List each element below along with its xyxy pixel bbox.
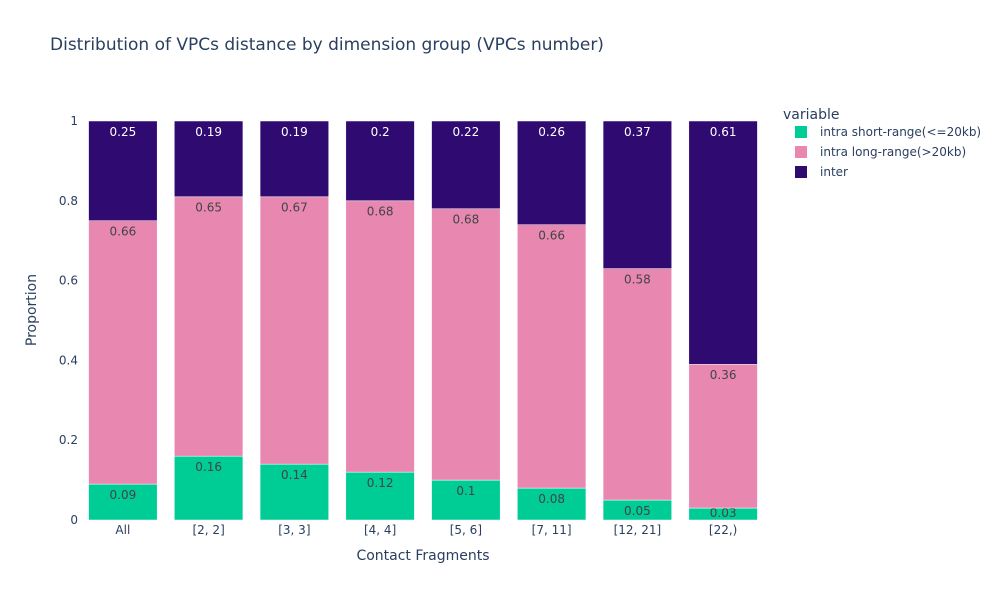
x-axis-title: Contact Fragments (356, 548, 489, 564)
x-tick-label: [22,) (709, 523, 737, 537)
y-tick-label: 0.8 (59, 194, 78, 208)
bar-data-label: 0.58 (624, 272, 651, 286)
bar-data-label: 0.37 (624, 125, 651, 139)
x-tick-label: [5, 6] (450, 523, 482, 537)
bar-data-label: 0.22 (453, 125, 480, 139)
bar-data-label: 0.65 (195, 201, 222, 215)
bar-data-label: 0.66 (538, 229, 565, 243)
bar-segment (345, 120, 415, 202)
bar-segment (517, 120, 587, 225)
x-tick-label: [4, 4] (364, 523, 396, 537)
bar-data-label: 0.08 (538, 492, 565, 506)
bar-data-label: 0.26 (538, 125, 565, 139)
bar-data-label: 0.66 (110, 225, 137, 239)
y-tick-label: 0 (70, 513, 78, 527)
bar-segment (345, 200, 415, 473)
bar-data-label: 0.12 (367, 476, 394, 490)
bar-segment (602, 120, 672, 269)
plot-area: 0 0.2 0.4 0.6 0.8 1 0.09 0.66 0.25 All 0.16 0.65 0.1… (59, 114, 758, 537)
y-tick-label: 1 (70, 114, 78, 128)
legend: intra short-range(<=20kb) intra long-rang… (795, 125, 981, 179)
bar-segment (174, 120, 244, 198)
bar-segment (88, 220, 158, 485)
x-tick-label: [12, 21] (614, 523, 662, 537)
bar-segment (431, 479, 501, 521)
x-tick-label: [2, 2] (192, 523, 224, 537)
legend-title: variable (783, 107, 839, 123)
bar-segment (517, 487, 587, 521)
legend-swatch (795, 146, 807, 158)
y-tick-label: 0.2 (59, 433, 78, 447)
bar-segment (88, 483, 158, 521)
legend-item-label: intra long-range(>20kb) (820, 145, 966, 159)
bar-segment (688, 120, 758, 365)
legend-swatch (795, 166, 807, 178)
bar-segment (431, 120, 501, 210)
bar-data-label: 0.19 (195, 125, 222, 139)
x-tick-label: [3, 3] (278, 523, 310, 537)
x-tick-label: [7, 11] (532, 523, 572, 537)
bar-segment (602, 268, 672, 501)
bar-data-label: 0.67 (281, 201, 308, 215)
bar-data-label: 0.36 (710, 368, 737, 382)
bar-segment (259, 120, 329, 198)
bar-segment (688, 364, 758, 509)
legend-swatch (795, 126, 807, 138)
bar-segment (431, 208, 501, 481)
bar-segment (88, 120, 158, 221)
legend-item-label: inter (820, 165, 848, 179)
x-tick-label: All (115, 523, 130, 537)
bar-data-label: 0.19 (281, 125, 308, 139)
bar-data-label: 0.05 (624, 504, 651, 518)
bar-segment (517, 224, 587, 489)
bar-data-label: 0.68 (367, 205, 394, 219)
bar-data-label: 0.03 (710, 506, 737, 520)
bar-data-label: 0.2 (371, 125, 390, 139)
bar-data-label: 0.61 (710, 125, 737, 139)
y-tick-label: 0.4 (59, 353, 78, 367)
y-tick-label: 0.6 (59, 274, 78, 288)
bar-data-label: 0.14 (281, 468, 308, 482)
bar-segment (259, 463, 329, 521)
chart-title: Distribution of VPCs distance by dimensi… (50, 35, 604, 55)
bar-data-label: 0.1 (456, 484, 475, 498)
bar-segment (259, 196, 329, 465)
bar-segment (345, 471, 415, 521)
bar-data-label: 0.25 (110, 125, 137, 139)
bar-segment (174, 196, 244, 457)
bar-data-label: 0.16 (195, 460, 222, 474)
y-axis-title: Proportion (24, 274, 40, 346)
bar-data-label: 0.09 (110, 488, 137, 502)
bar-data-label: 0.68 (453, 213, 480, 227)
legend-item-label: intra short-range(<=20kb) (820, 125, 981, 139)
